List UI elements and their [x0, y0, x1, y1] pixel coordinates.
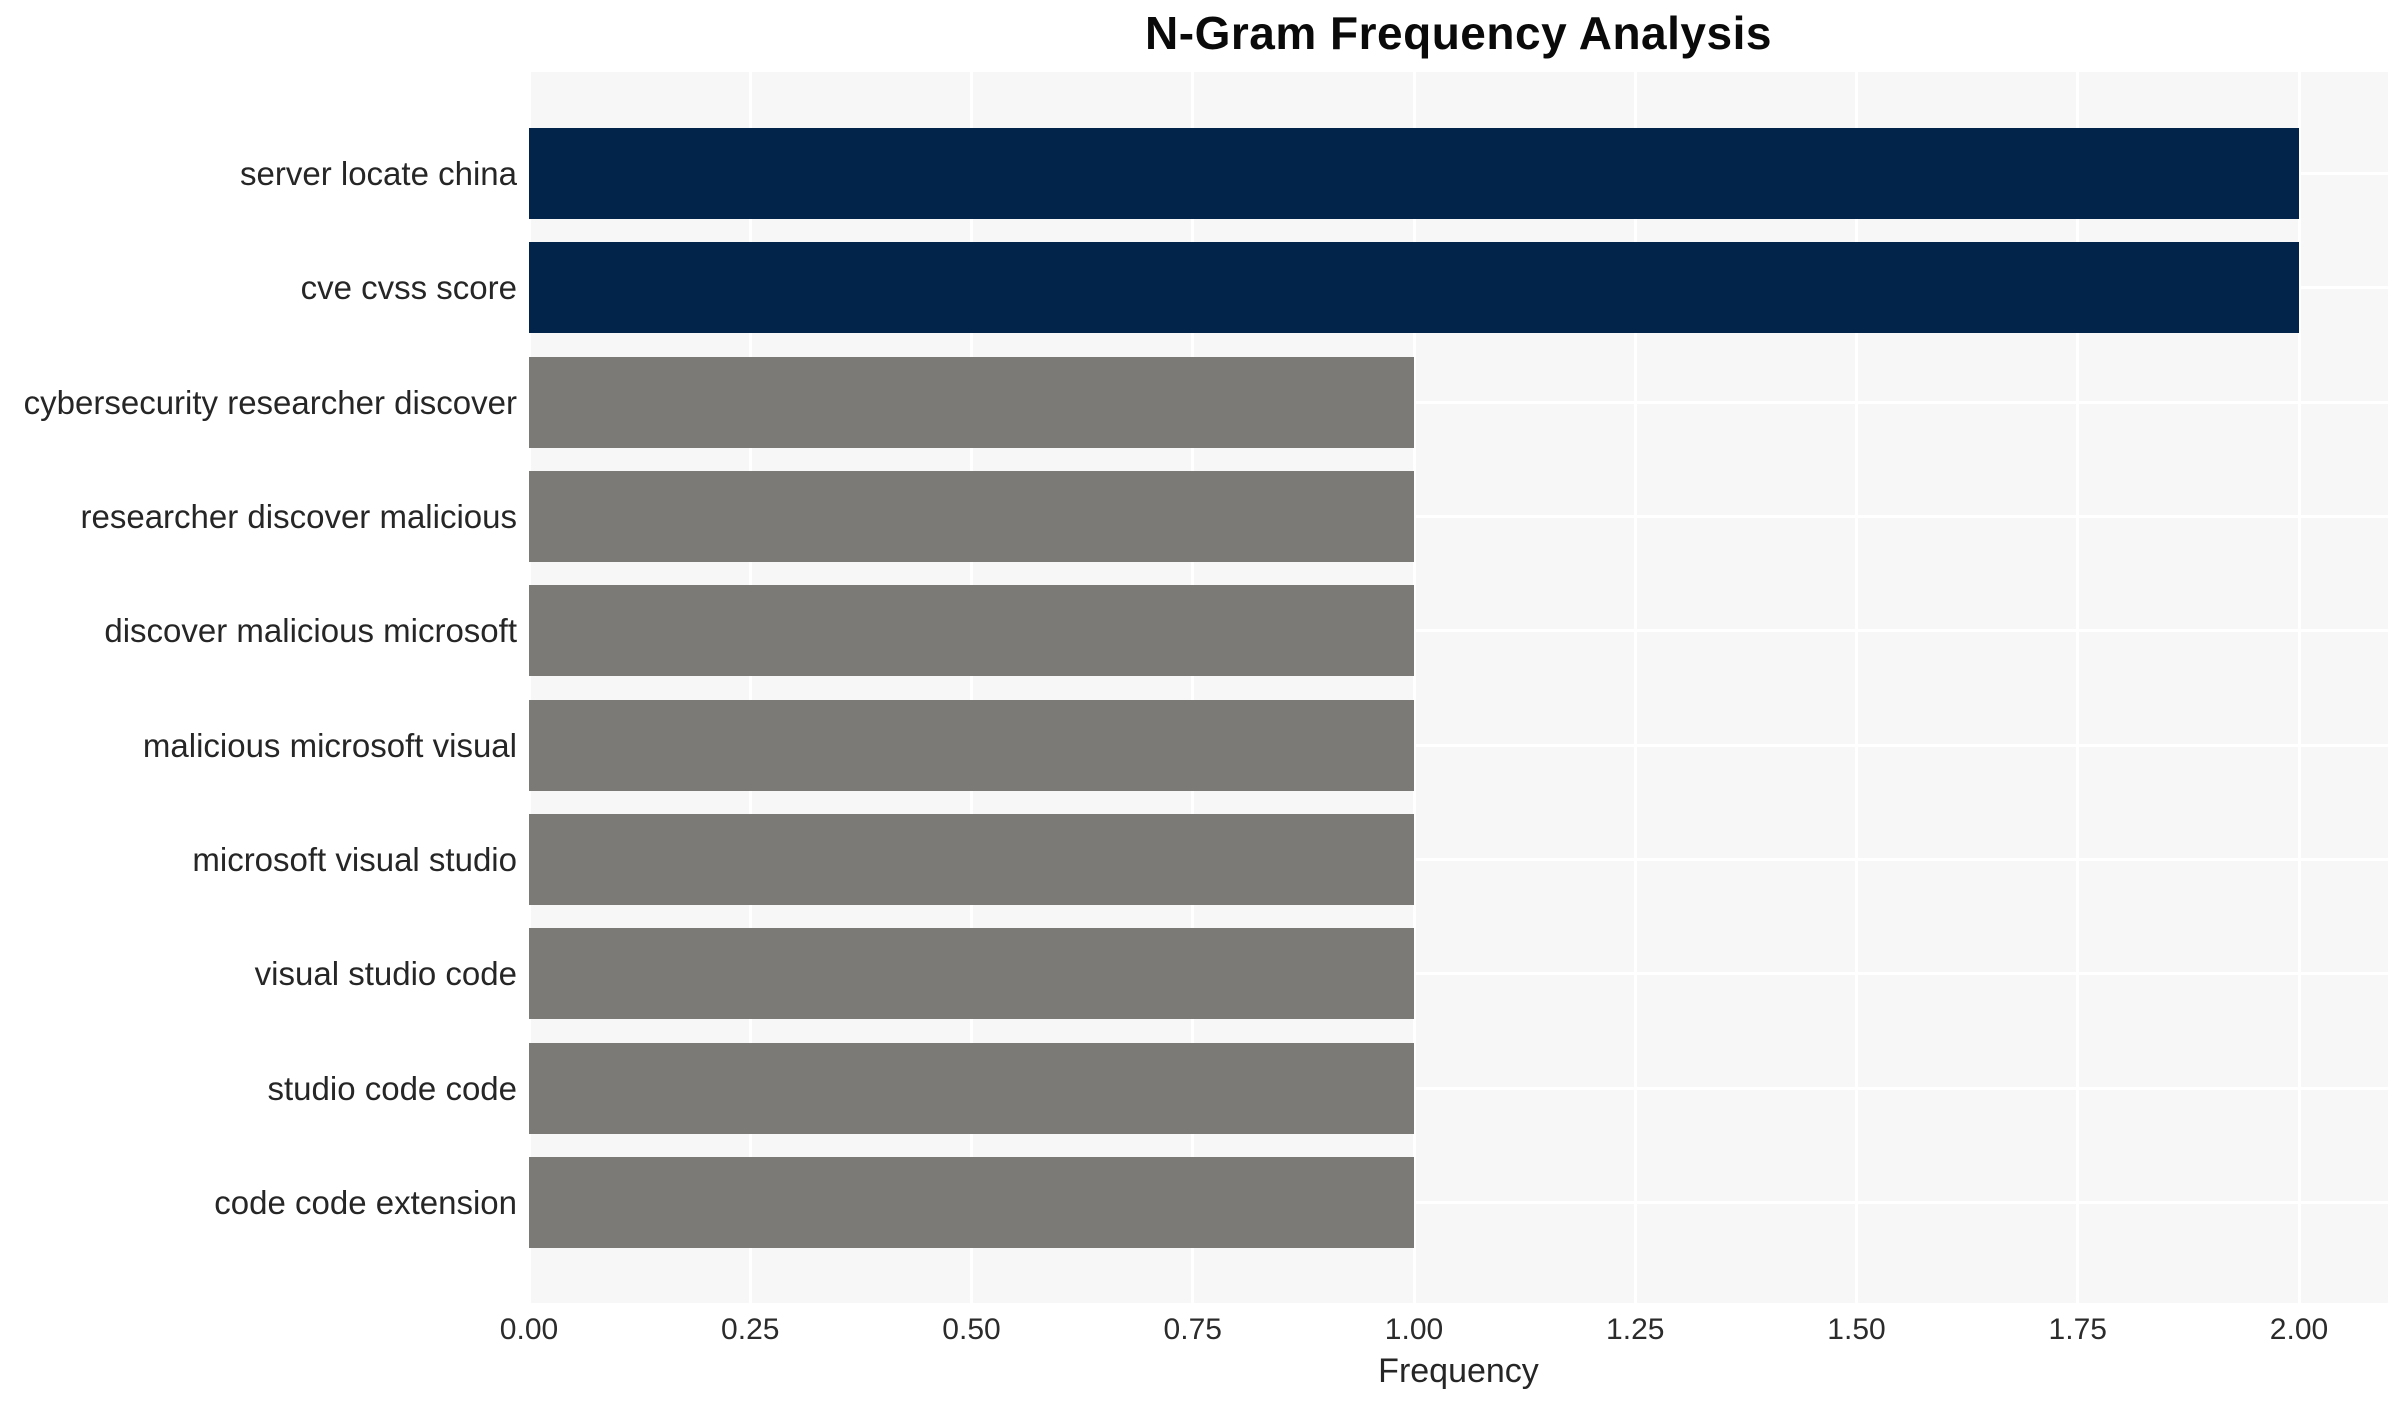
x-tick-label: 0.75	[1163, 1313, 1222, 1346]
bar-server-locate-china	[529, 128, 2299, 219]
y-tick-label: researcher discover malicious	[80, 498, 518, 536]
bar-visual-studio-code	[529, 928, 1414, 1020]
bar-malicious-microsoft-visual	[529, 699, 1414, 791]
x-tick-label: 0.25	[721, 1313, 780, 1346]
y-tick-label: cve cvss score	[300, 269, 517, 307]
y-tick-label: cybersecurity researcher discover	[23, 383, 517, 421]
horizontal-gridline	[529, 858, 2388, 862]
vertical-gridline	[2076, 72, 2080, 1303]
x-tick-label: 0.00	[499, 1313, 559, 1346]
x-tick-label: 2.00	[2269, 1313, 2329, 1346]
vertical-gridline	[748, 72, 752, 1303]
horizontal-gridline	[529, 1201, 2388, 1205]
horizontal-gridline	[529, 743, 2388, 747]
vertical-gridline	[1412, 72, 1416, 1303]
horizontal-gridline	[529, 515, 2388, 519]
y-tick-label: server locate china	[240, 155, 517, 192]
bar-researcher-discover-malicious	[529, 471, 1414, 563]
horizontal-gridline	[529, 1086, 2388, 1090]
vertical-gridline	[1855, 72, 1858, 1303]
y-tick-label: studio code code	[267, 1069, 517, 1107]
horizontal-gridline	[529, 972, 2388, 976]
y-tick-label: visual studio code	[254, 955, 517, 993]
x-tick-label: 1.25	[1606, 1313, 1665, 1346]
vertical-gridline	[1633, 72, 1637, 1303]
chart-title: N-Gram Frequency Analysis	[1145, 7, 1772, 59]
vertical-gridline	[2297, 72, 2301, 1303]
vertical-gridline	[527, 72, 531, 1303]
bar-microsoft-visual-studio	[529, 814, 1414, 906]
plot-area	[527, 72, 2388, 1303]
bar-cve-cvss-score	[529, 242, 2299, 334]
y-tick-label: discover malicious microsoft	[104, 612, 517, 650]
bar-code-code-extension	[529, 1157, 1414, 1249]
x-tick-label: 1.50	[1827, 1313, 1886, 1346]
horizontal-gridline	[529, 400, 2388, 404]
y-tick-label: malicious microsoft visual	[142, 726, 517, 764]
x-tick-label: 1.00	[1384, 1313, 1444, 1346]
bar-studio-code-code	[529, 1042, 1414, 1134]
bar-cybersecurity-researcher-discover	[529, 356, 1414, 448]
x-tick-label: 0.50	[942, 1313, 1001, 1346]
x-axis-label: Frequency	[1378, 1352, 1539, 1390]
vertical-gridline	[1191, 72, 1195, 1303]
bar-discover-malicious-microsoft	[529, 585, 1414, 677]
y-tick-label: microsoft visual studio	[192, 841, 517, 879]
vertical-gridline	[970, 72, 973, 1303]
x-tick-label: 1.75	[2048, 1313, 2107, 1346]
horizontal-gridline	[529, 629, 2388, 633]
y-tick-label: code code extension	[214, 1184, 517, 1222]
